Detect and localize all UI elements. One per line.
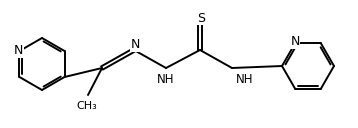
Text: NH: NH bbox=[236, 73, 253, 86]
Text: N: N bbox=[14, 45, 23, 57]
Text: CH₃: CH₃ bbox=[77, 101, 97, 111]
Text: N: N bbox=[290, 35, 300, 48]
Text: NH: NH bbox=[157, 73, 175, 86]
Text: N: N bbox=[130, 39, 140, 51]
Text: S: S bbox=[197, 12, 205, 24]
